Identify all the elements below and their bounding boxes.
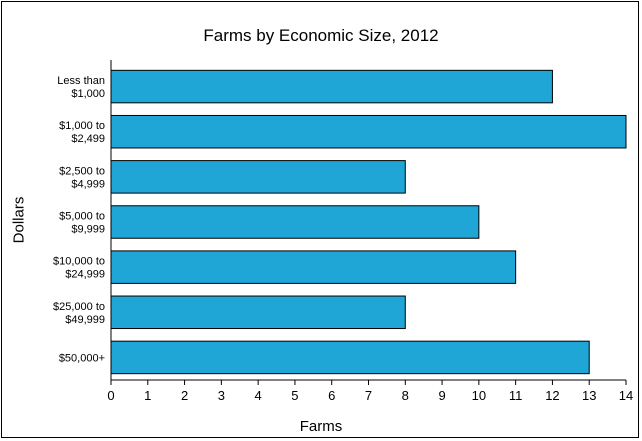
y-tick-label-3: $5,000 to $9,999 [59, 211, 105, 236]
bar-6 [110, 340, 590, 375]
x-tick-label-13: 13 [582, 388, 596, 403]
x-tick-label-3: 3 [218, 388, 225, 403]
bar-2 [110, 160, 406, 194]
bar-3 [110, 205, 480, 239]
x-tick-label-6: 6 [328, 388, 335, 403]
chart-title: Farms by Economic Size, 2012 [203, 26, 439, 45]
bar-5 [110, 295, 406, 330]
y-tick-label-6: $50,000+ [59, 352, 105, 364]
y-tick-label-5: $25,000 to $49,999 [53, 301, 105, 326]
y-tick-label-1: $1,000 to $2,499 [59, 120, 105, 145]
x-tick-label-9: 9 [438, 388, 445, 403]
x-tick-label-1: 1 [144, 388, 151, 403]
x-tick-label-10: 10 [472, 388, 486, 403]
bar-1 [110, 114, 627, 149]
y-tick-label-0: Less than $1,000 [57, 75, 105, 100]
x-tick-label-4: 4 [255, 388, 262, 403]
x-tick-label-7: 7 [365, 388, 372, 403]
x-tick-label-12: 12 [545, 388, 559, 403]
x-tick-label-8: 8 [402, 388, 409, 403]
bar-4 [110, 250, 517, 284]
x-tick-label-0: 0 [107, 388, 114, 403]
x-tick-label-14: 14 [619, 388, 633, 403]
x-tick-label-2: 2 [181, 388, 188, 403]
y-tick-label-4: $10,000 to $24,999 [53, 256, 105, 281]
x-tick-label-11: 11 [509, 388, 523, 403]
y-tick-label-2: $2,500 to $4,999 [59, 165, 105, 190]
bar-0 [110, 69, 553, 104]
x-tick-label-5: 5 [291, 388, 298, 403]
x-axis-label: Farms [299, 418, 343, 435]
